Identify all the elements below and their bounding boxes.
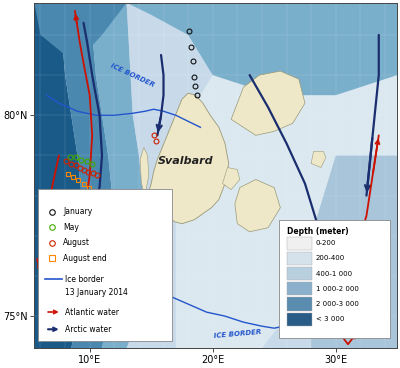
Text: 0-200: 0-200 bbox=[316, 240, 336, 246]
Bar bbox=[286, 237, 312, 250]
Polygon shape bbox=[311, 151, 326, 167]
Text: 13 January 2014: 13 January 2014 bbox=[65, 289, 128, 297]
Polygon shape bbox=[90, 3, 145, 348]
Text: January: January bbox=[63, 207, 93, 216]
Polygon shape bbox=[235, 180, 280, 232]
Polygon shape bbox=[140, 148, 149, 196]
Polygon shape bbox=[311, 155, 397, 348]
Text: < 3 000: < 3 000 bbox=[316, 316, 344, 322]
Text: Depth (meter): Depth (meter) bbox=[286, 227, 348, 236]
Polygon shape bbox=[145, 93, 229, 224]
Polygon shape bbox=[176, 3, 397, 348]
Text: May: May bbox=[63, 223, 79, 232]
Polygon shape bbox=[127, 3, 397, 95]
Text: 200-400: 200-400 bbox=[316, 255, 345, 261]
Bar bbox=[286, 282, 312, 296]
Text: 1 000-2 000: 1 000-2 000 bbox=[316, 286, 358, 292]
Polygon shape bbox=[59, 3, 114, 348]
Bar bbox=[286, 297, 312, 311]
Text: Svalbard: Svalbard bbox=[158, 156, 214, 166]
Text: Arctic water: Arctic water bbox=[65, 325, 112, 334]
Polygon shape bbox=[34, 3, 127, 55]
Bar bbox=[286, 313, 312, 326]
Bar bbox=[286, 267, 312, 280]
Bar bbox=[286, 252, 312, 265]
Text: ICE BORDER: ICE BORDER bbox=[213, 329, 261, 339]
Text: Ice border: Ice border bbox=[65, 275, 104, 284]
Polygon shape bbox=[127, 3, 397, 348]
Text: August end: August end bbox=[63, 254, 107, 263]
Bar bbox=[279, 220, 390, 338]
Bar bbox=[38, 190, 172, 342]
Text: 2 000-3 000: 2 000-3 000 bbox=[316, 301, 358, 307]
Text: 400-1 000: 400-1 000 bbox=[316, 270, 352, 277]
Text: ICE BORDER: ICE BORDER bbox=[110, 63, 156, 88]
Polygon shape bbox=[222, 167, 240, 190]
Text: August: August bbox=[63, 238, 90, 247]
Polygon shape bbox=[231, 71, 305, 135]
Polygon shape bbox=[34, 3, 84, 348]
Text: Atlantic water: Atlantic water bbox=[65, 308, 119, 316]
